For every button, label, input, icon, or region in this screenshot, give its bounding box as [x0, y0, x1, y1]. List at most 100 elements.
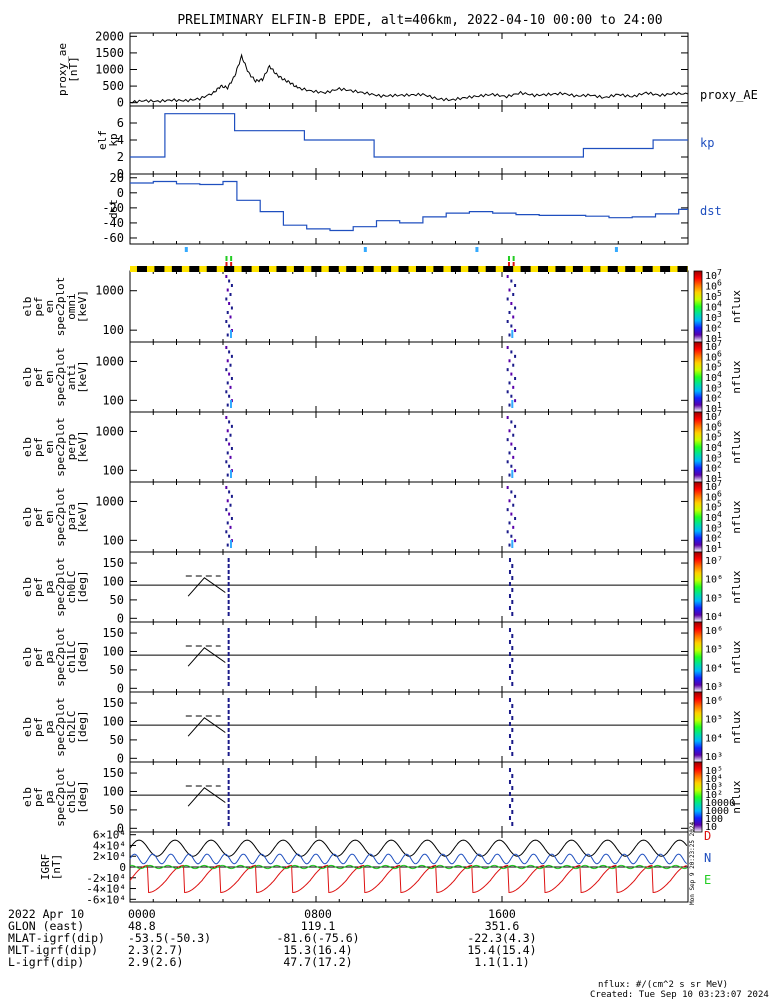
- time-axis-cell: GLON (east): [8, 919, 84, 933]
- spectrogram-pixel: [227, 576, 230, 580]
- y-axis-label: elb: [21, 297, 34, 317]
- spectrogram-pixel: [506, 416, 509, 419]
- igrf-series-line: [129, 853, 688, 865]
- colorbar-label: nflux: [730, 500, 743, 533]
- spectrogram-pixel: [508, 816, 511, 820]
- spectrogram-pixel: [511, 786, 514, 790]
- y-tick-label: -4×10⁴: [86, 883, 126, 896]
- colorbar-tick-label: 103: [705, 310, 722, 324]
- orbit-bar-night: [520, 266, 531, 272]
- spectrogram-pixel: [227, 786, 230, 790]
- spectrogram-pixel: [512, 503, 515, 507]
- y-tick-label: 50: [110, 663, 124, 677]
- colorbar: [693, 481, 703, 553]
- orbit-bar-night: [485, 266, 496, 272]
- spectrogram-pixel: [227, 734, 230, 738]
- y-axis-label: proxy_ae: [56, 43, 69, 96]
- y-axis-label: spec2plot: [54, 277, 67, 337]
- spectrogram-pixel: [514, 539, 517, 543]
- series-line-dst: [130, 180, 688, 232]
- spectrogram-pixel: [225, 508, 228, 512]
- spectrogram-pixel: [227, 816, 230, 820]
- colorbar: [693, 691, 703, 763]
- time-axis-cell: 2.9(2.6): [128, 955, 183, 969]
- marker-red: [512, 262, 515, 267]
- igrf-series-line: [129, 864, 687, 870]
- y-axis-label: [nT]: [50, 854, 63, 881]
- spectrogram-pixel: [227, 780, 230, 784]
- spectrogram-pixel: [511, 682, 514, 686]
- orbit-bar-night: [154, 266, 165, 272]
- spectrogram-pixel: [511, 670, 514, 674]
- colorbar-tick-label: 102: [705, 391, 722, 405]
- y-tick-label: 150: [102, 766, 124, 780]
- y-axis-label: elb: [21, 507, 34, 527]
- colorbar-label: nflux: [730, 780, 743, 813]
- loss-cone-trace: [187, 787, 226, 807]
- colorbar-tick-label: 10³: [705, 682, 723, 693]
- spectrogram-pixel: [227, 564, 230, 568]
- spectrogram-pixel: [227, 570, 230, 574]
- colorbar-tick-label: 103: [705, 380, 722, 394]
- y-tick-label: 1000: [95, 494, 124, 508]
- y-axis-label: dst: [107, 199, 120, 219]
- y-axis-label: ch3LC: [65, 780, 78, 813]
- spectrogram-pixel: [508, 543, 511, 547]
- spectrogram-pixel: [227, 704, 230, 708]
- spectrogram-pixel: [227, 810, 230, 814]
- legend-entry: D: [704, 829, 711, 843]
- y-tick-label: -20: [102, 201, 124, 215]
- spectrogram-pixel: [226, 473, 229, 477]
- spectrogram-pixel: [511, 634, 514, 638]
- side-stamp: Mon Sep 9 20:23:25 2024: [689, 822, 696, 905]
- colorbar-label: nflux: [730, 570, 743, 603]
- colorbar-tick-label: 104: [705, 440, 722, 454]
- spectrogram-pixel: [510, 534, 513, 538]
- y-tick-label: 2: [117, 150, 124, 164]
- spectrogram-pixel: [227, 588, 230, 592]
- y-tick-label: 2×10⁴: [93, 850, 126, 863]
- y-axis-label: spec2plot: [54, 767, 67, 827]
- spectrogram-pixel: [225, 368, 228, 372]
- orbit-bar-night: [189, 266, 200, 272]
- colorbar-tick-label: 105: [705, 289, 722, 303]
- y-tick-label: -60: [102, 231, 124, 245]
- y-tick-label: 4: [117, 133, 124, 147]
- orbit-bar-night: [311, 266, 322, 272]
- y-axis-label: pef: [32, 297, 45, 317]
- marker-green: [225, 256, 228, 261]
- loss-cone-trace: [187, 647, 226, 667]
- colorbar-tick-label: 107: [705, 268, 722, 282]
- colorbar-tick-label: 10: [705, 822, 717, 833]
- colorbar-tick-label: 105: [705, 500, 722, 514]
- spectrogram-pixel: [225, 486, 228, 489]
- time-axis-cell: 1600: [488, 907, 516, 921]
- y-axis-label: [keV]: [76, 500, 89, 533]
- orbit-bar-night: [398, 266, 409, 272]
- spectrogram-pixel: [506, 460, 509, 464]
- spectrogram-pixel: [508, 311, 511, 314]
- spectrogram-pixel: [511, 752, 514, 756]
- colorbar-tick-label: 10⁴: [705, 663, 723, 674]
- spectrogram-pixel: [508, 606, 511, 610]
- spectrogram-pixel: [230, 306, 233, 310]
- spectrogram-pixel: [227, 594, 230, 598]
- y-tick-label: 1500: [95, 46, 124, 60]
- spectrogram-pixel: [508, 451, 511, 455]
- spectrogram-pixel: [225, 346, 228, 349]
- y-axis-label: IGRF: [39, 854, 52, 881]
- colorbar-tick-label: 10000: [705, 798, 735, 809]
- y-tick-label: 0: [119, 861, 126, 874]
- y-axis-label: ch0LC: [65, 570, 78, 603]
- colorbar: [693, 551, 703, 623]
- spectrogram-pixel: [511, 400, 514, 408]
- igrf-series-line: [129, 839, 688, 857]
- spectrogram-pixel: [508, 768, 511, 772]
- colorbar-tick-label: 106: [705, 489, 722, 503]
- orbit-bar-night: [677, 266, 688, 272]
- y-axis-label: [deg]: [76, 640, 89, 673]
- colorbar-label: nflux: [730, 640, 743, 673]
- spectrogram-pixel: [512, 433, 515, 437]
- y-axis-label: en: [43, 370, 56, 383]
